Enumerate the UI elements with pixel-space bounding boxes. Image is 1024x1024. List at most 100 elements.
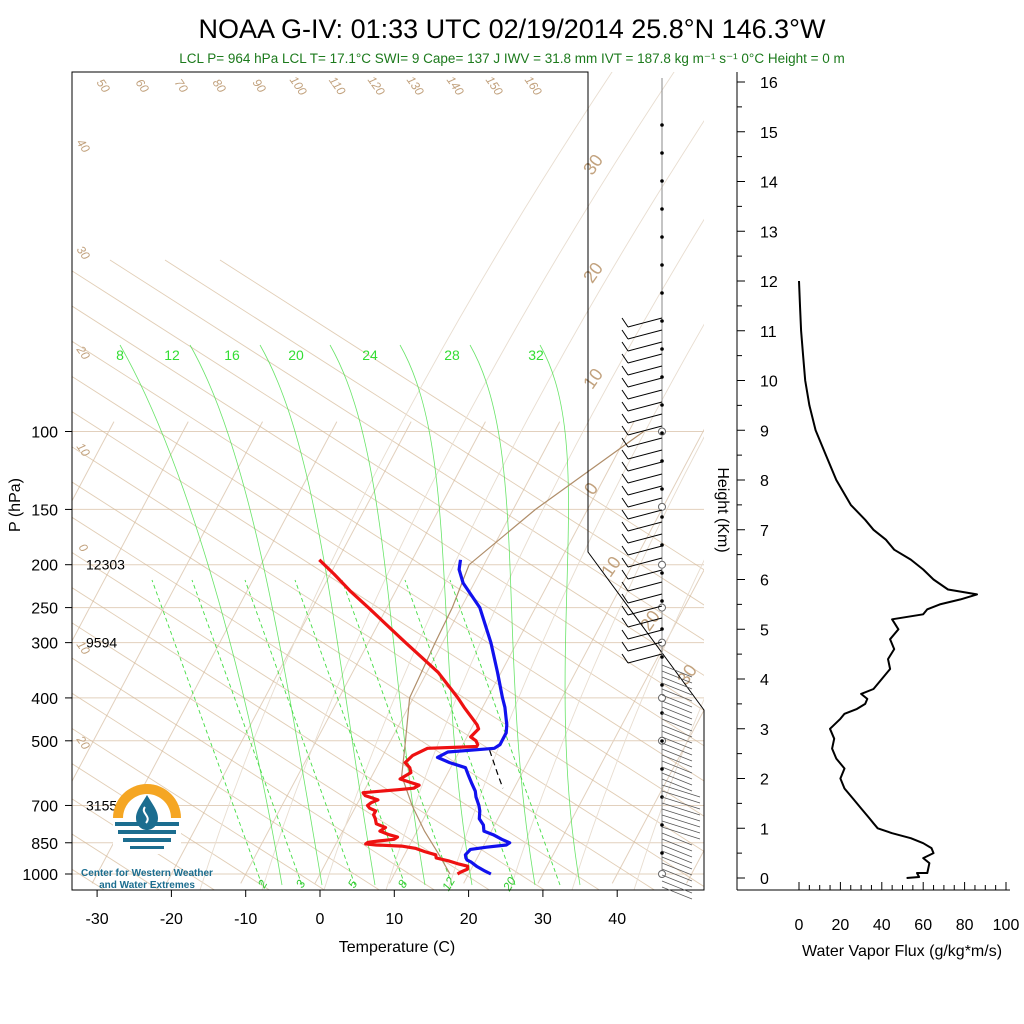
dry-adiabat-line bbox=[72, 481, 704, 888]
wind-barb-staff bbox=[627, 641, 663, 652]
wind-barb-staff bbox=[627, 545, 663, 556]
dry-adiabat-side-label: 30 bbox=[74, 243, 93, 262]
wind-barb-feather bbox=[621, 605, 629, 616]
dry-adiabat-label: 130 bbox=[404, 73, 427, 98]
dry-adiabat-label: 90 bbox=[250, 76, 269, 95]
moist-adiabat-label: 0 bbox=[580, 479, 602, 499]
wind-barb-staff bbox=[627, 449, 663, 460]
isotherm-line bbox=[72, 421, 115, 502]
wind-barb-feather bbox=[621, 545, 629, 556]
height-tick-label: 6 bbox=[760, 573, 769, 590]
barb-station-dot bbox=[660, 263, 664, 267]
flux-tick-label: 60 bbox=[914, 917, 932, 934]
wind-barb-staff bbox=[627, 413, 663, 424]
moist-adiabat-line bbox=[633, 698, 704, 890]
isotherm-line bbox=[165, 421, 412, 884]
wind-barb-feather bbox=[621, 449, 629, 460]
water-drop-logo-icon bbox=[136, 795, 158, 830]
wind-barb-staff bbox=[627, 581, 663, 592]
cw3e-logo: Center for Western Weather and Water Ext… bbox=[81, 784, 213, 891]
pressure-tick-label: 150 bbox=[31, 502, 58, 519]
barb-station-dot bbox=[660, 123, 664, 127]
dry-adiabat-line bbox=[72, 375, 704, 782]
wind-barb-staff-low bbox=[661, 718, 693, 732]
x-tick-label: -20 bbox=[160, 911, 183, 928]
height-tick-label: 7 bbox=[760, 523, 769, 540]
wind-barb-staff bbox=[627, 605, 663, 616]
dry-adiabat-label: 140 bbox=[444, 73, 467, 98]
moist-adiabat-line bbox=[571, 559, 704, 890]
isotherm-line bbox=[463, 428, 704, 884]
moist-adiabat-line bbox=[385, 218, 704, 890]
wind-barb-staff bbox=[627, 629, 663, 640]
height-tick-label: 10 bbox=[760, 374, 778, 391]
mixing-ratio-label: 16 bbox=[224, 347, 240, 363]
dry-adiabat-side-label: 40 bbox=[74, 136, 93, 155]
wind-barb-feather bbox=[621, 317, 629, 328]
pressure-tick-label: 100 bbox=[31, 425, 58, 442]
geopotential-height-label: 9594 bbox=[86, 635, 117, 651]
wind-barb-staff bbox=[627, 509, 663, 520]
wind-barb-staff-low bbox=[661, 790, 701, 804]
barb-station-dot bbox=[660, 823, 664, 827]
wind-barb-feather bbox=[621, 653, 629, 664]
isotherm-line bbox=[240, 421, 486, 884]
wind-barb-staff-low bbox=[661, 832, 693, 846]
barb-station-dot bbox=[660, 431, 664, 435]
mixing-ratio-line-dashed bbox=[404, 579, 516, 886]
dry-adiabat-label: 160 bbox=[522, 73, 545, 98]
wind-barb-staff-low bbox=[661, 682, 693, 696]
wind-barb-staff-low bbox=[661, 874, 693, 888]
barb-station-dot bbox=[660, 403, 664, 407]
x-tick-label: 30 bbox=[534, 911, 552, 928]
dry-adiabat-line bbox=[109, 259, 704, 641]
mixing-ratio-label: 20 bbox=[288, 347, 304, 363]
wind-barb-feather bbox=[621, 533, 629, 544]
chart-title: NOAA G-IV: 01:33 UTC 02/19/2014 25.8°N 1… bbox=[199, 14, 826, 44]
mixing-ratio-line bbox=[189, 344, 323, 886]
dry-adiabat-label: 50 bbox=[94, 76, 113, 95]
wind-barb-staff-low bbox=[661, 670, 693, 684]
mixing-ratio-label-lower: 8 bbox=[395, 877, 411, 890]
logo-water-waves bbox=[115, 822, 179, 849]
dry-adiabat-line bbox=[72, 516, 656, 890]
barb-station-dot bbox=[660, 655, 664, 659]
wind-barb-staff-low bbox=[661, 700, 693, 714]
wind-barb-feather bbox=[621, 461, 629, 472]
calm-circle-marker bbox=[658, 560, 666, 569]
parcel-path-line bbox=[401, 431, 645, 875]
wind-barb-staff-low bbox=[661, 724, 693, 738]
pressure-tick-label: 250 bbox=[31, 601, 58, 618]
dry-adiabat-side-label: 0 bbox=[76, 541, 91, 555]
y-axis-label: P (hPa) bbox=[7, 478, 24, 532]
height-tick-label: 13 bbox=[760, 224, 778, 241]
moist-adiabat-line bbox=[261, 72, 675, 890]
dry-adiabat-label: 100 bbox=[287, 73, 310, 98]
wind-barb-feather bbox=[621, 389, 629, 400]
x-tick-label: 40 bbox=[608, 911, 626, 928]
wind-barb-staff bbox=[627, 497, 663, 508]
flux-x-axis-label: Water Vapor Flux (g/kg*m/s) bbox=[802, 943, 1002, 960]
wind-barb-staff-low bbox=[661, 886, 693, 900]
wind-barb-staff bbox=[627, 653, 663, 664]
wind-barb-staff bbox=[627, 353, 663, 364]
flux-tick-label: 20 bbox=[832, 917, 850, 934]
height-tick-label: 15 bbox=[760, 125, 778, 142]
calm-circle-marker bbox=[658, 603, 666, 612]
logo-line-1: Center for Western Weather bbox=[81, 868, 213, 879]
wind-barb-feather bbox=[621, 329, 629, 340]
mixing-ratio-label: 24 bbox=[362, 347, 378, 363]
moist-adiabat-line bbox=[509, 436, 704, 890]
mixing-ratio-line bbox=[259, 344, 376, 886]
wind-barb-staff-low bbox=[661, 820, 701, 834]
wind-barb-staff bbox=[627, 329, 663, 340]
wind-barb-staff-low bbox=[661, 694, 693, 708]
height-tick-label: 4 bbox=[760, 672, 769, 689]
wind-barb-staff-low bbox=[661, 868, 693, 882]
dry-adiabat-line bbox=[72, 763, 271, 890]
wind-barb-staff-low bbox=[661, 856, 693, 870]
moist-adiabat-line bbox=[199, 72, 613, 890]
